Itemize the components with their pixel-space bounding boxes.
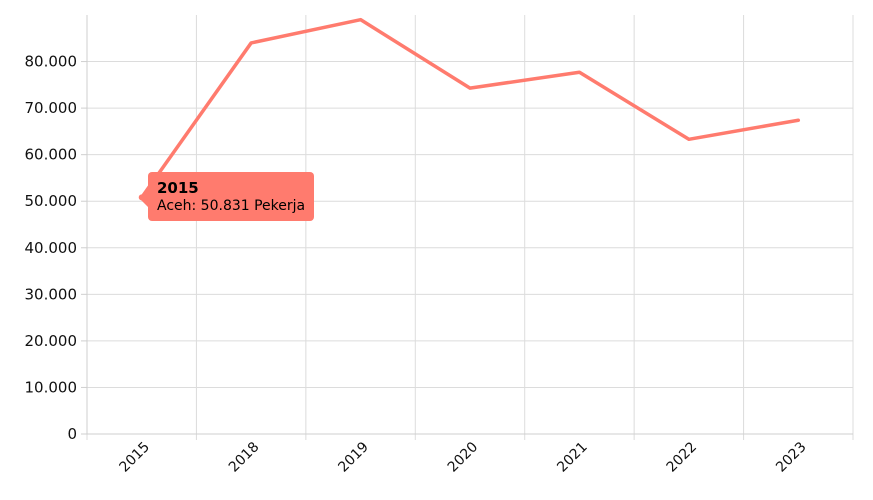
- y-tick-label: 10.000: [25, 378, 78, 396]
- y-tick-label: 60.000: [25, 146, 78, 164]
- series-line: [139, 17, 801, 200]
- x-tick-label: 2023: [773, 439, 810, 476]
- y-axis-ticks: 0 10.000 20.000 30.000 40.000 50.000 60.000 70.…: [25, 53, 87, 443]
- axes: [86, 15, 853, 435]
- y-tick-label: 50.000: [25, 192, 78, 210]
- y-tick-label: 20.000: [25, 332, 78, 350]
- x-axis-ticks: 2015 2018 2019 2020 2021 2022 2023: [117, 439, 810, 476]
- y-tick-label: 30.000: [25, 285, 78, 303]
- tooltip: 2015 Aceh: 50.831 Pekerja: [148, 172, 315, 221]
- x-tick-label: 2018: [226, 439, 263, 476]
- y-tick-label: 70.000: [25, 99, 78, 117]
- x-tick-label: 2021: [554, 439, 591, 476]
- tooltip-text: Aceh: 50.831 Pekerja: [157, 198, 306, 214]
- x-tick-label: 2015: [117, 439, 154, 476]
- x-tick-label: 2022: [664, 439, 701, 476]
- x-tick-label: 2019: [335, 439, 372, 476]
- x-tick-label: 2020: [445, 439, 482, 476]
- y-tick-label: 40.000: [25, 239, 78, 257]
- y-tick-label: 80.000: [25, 53, 78, 71]
- y-tick-label: 0: [67, 425, 77, 443]
- tooltip-caret: [140, 191, 148, 207]
- grid-lines: [86, 15, 854, 440]
- tooltip-title: 2015: [157, 179, 199, 197]
